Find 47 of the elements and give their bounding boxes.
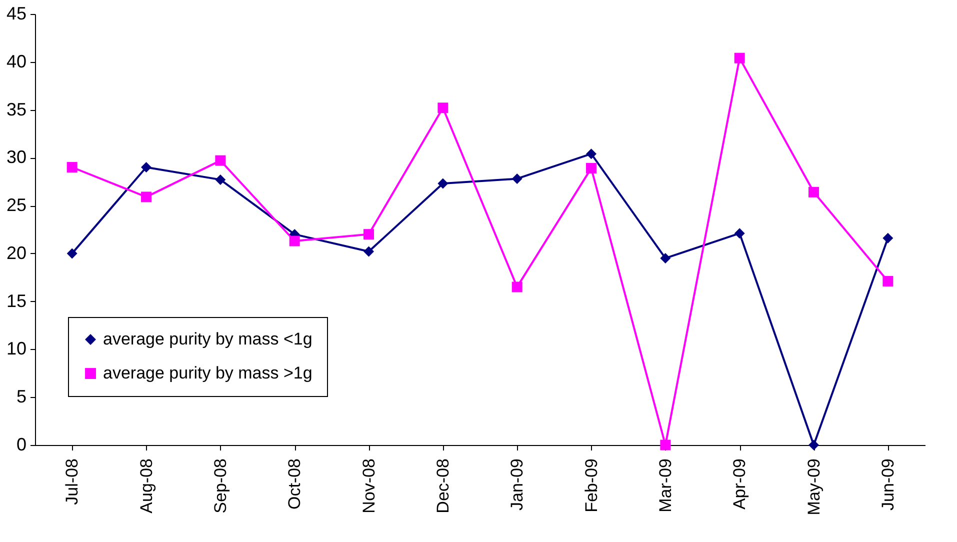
- point: [289, 236, 300, 246]
- x-tick-label: Feb-09: [582, 458, 601, 512]
- point: [808, 440, 819, 450]
- x-tick-label: Jan-09: [508, 458, 527, 510]
- point: [141, 162, 152, 172]
- x-tick-label: Jul-08: [62, 458, 82, 505]
- x-tick-label: Jun-09: [878, 458, 898, 510]
- y-tick-label: 15: [6, 290, 26, 311]
- point: [660, 252, 671, 264]
- y-tick-label: 45: [6, 4, 26, 24]
- point: [364, 229, 374, 240]
- point: [438, 178, 448, 189]
- point: [512, 173, 522, 184]
- x-tick-label: May-09: [804, 458, 824, 516]
- x-tick-label: Apr-09: [730, 458, 750, 510]
- point: [882, 232, 894, 244]
- point: [215, 155, 226, 166]
- y-tick-label: 30: [6, 147, 26, 168]
- y-tick-label: 40: [6, 51, 26, 72]
- x-tick-label: Aug-08: [136, 458, 156, 514]
- y-tick-label: 25: [6, 195, 26, 216]
- y-tick-label: 35: [6, 99, 26, 120]
- point: [438, 102, 448, 114]
- point: [882, 276, 894, 286]
- y-tick-label: 10: [6, 338, 26, 359]
- legend-label: average purity by mass >1g: [103, 364, 312, 382]
- y-tick-label: 0: [16, 434, 26, 454]
- point: [586, 148, 596, 160]
- point: [66, 248, 78, 259]
- x-tick-label: Sep-08: [210, 458, 230, 514]
- y-tick-label: 5: [16, 386, 26, 407]
- point: [141, 192, 152, 202]
- legend-label: average purity by mass <1g: [103, 330, 312, 348]
- point: [586, 162, 596, 174]
- point: [734, 52, 745, 64]
- point: [66, 162, 78, 172]
- point: [215, 174, 226, 185]
- point: [512, 282, 522, 292]
- point: [808, 186, 819, 198]
- y-tick-label: 20: [6, 242, 26, 263]
- point: [364, 246, 374, 257]
- x-tick-label: Mar-09: [656, 458, 675, 512]
- x-tick-label: Dec-08: [433, 458, 452, 514]
- x-tick-label: Nov-08: [359, 458, 378, 514]
- point: [660, 440, 671, 450]
- point: [734, 228, 745, 239]
- x-tick-label: Oct-08: [285, 458, 304, 510]
